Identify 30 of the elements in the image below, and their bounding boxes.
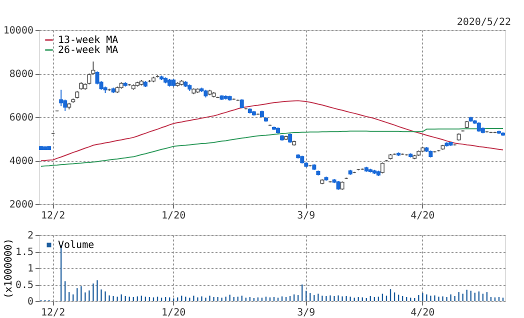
y-tick-label: 4000 <box>9 156 34 167</box>
y-tick-label: 0 <box>27 296 34 308</box>
y-tick-label: 0.5 <box>15 280 34 291</box>
x-tick-label: 3/9 <box>297 308 316 318</box>
x-tick-label: 1/20 <box>162 210 186 222</box>
candlestick <box>380 162 384 174</box>
y-tick-label: 2 <box>27 230 34 242</box>
x-tick-label: 3/9 <box>297 210 316 222</box>
y-tick-label: 1 <box>27 264 34 274</box>
y-tick-label: 8000 <box>9 69 34 80</box>
x-tick-label: 4/20 <box>410 308 435 318</box>
x-tick-label: 12/2 <box>41 210 66 222</box>
line-series <box>40 100 504 162</box>
y-axis-title: (x1000000) <box>3 238 14 299</box>
x-tick-label: 4/20 <box>410 210 435 222</box>
candlestick <box>59 89 64 107</box>
candlestick <box>476 122 481 132</box>
y-tick-label: 2000 <box>9 200 34 210</box>
y-tick-label: 10000 <box>3 26 34 36</box>
legend-label: Volume <box>58 240 94 251</box>
line-series <box>40 128 504 167</box>
y-tick-label: 6000 <box>9 112 34 124</box>
y-tick-label: 1.5 <box>15 247 34 258</box>
text: 2020/5/22 <box>456 17 511 28</box>
x-tick-label: 1/20 <box>162 308 186 318</box>
legend-label: 13-week MA <box>58 35 118 46</box>
legend-label: 26-week MA <box>58 45 118 56</box>
x-tick-label: 12/2 <box>41 308 66 318</box>
candlestick <box>240 98 244 109</box>
candlestick <box>288 133 292 144</box>
